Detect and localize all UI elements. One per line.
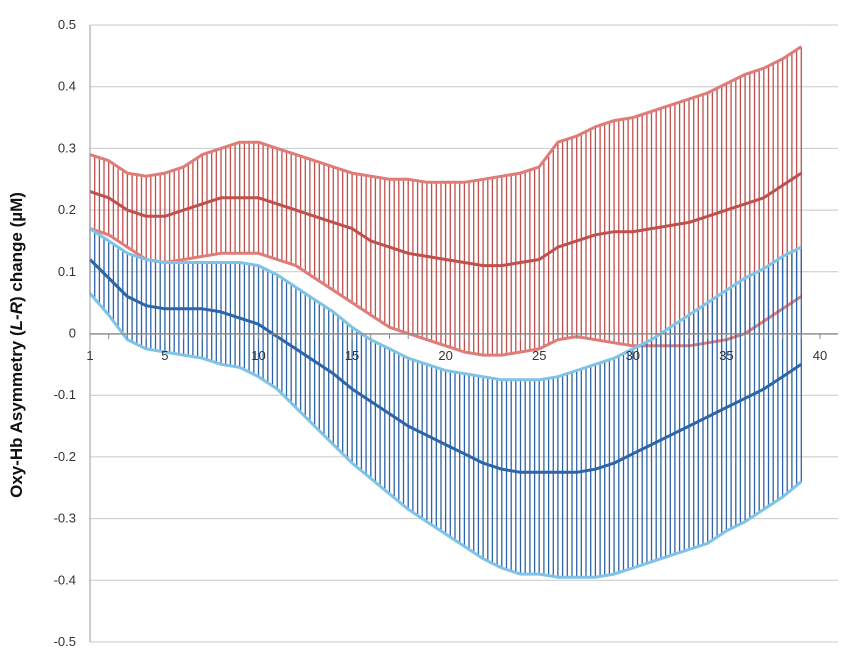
x-tick-label: 30 bbox=[626, 348, 640, 363]
y-tick-label: 0.3 bbox=[58, 140, 76, 155]
series-lines bbox=[88, 171, 803, 474]
x-tick-labels: 1 5 10 15 20 25 30 35 40 bbox=[86, 348, 827, 363]
x-tick-label: 10 bbox=[251, 348, 265, 363]
y-tick-label: -0.1 bbox=[54, 387, 76, 402]
x-tick-label: 35 bbox=[719, 348, 733, 363]
y-tick-label: 0.5 bbox=[58, 17, 76, 32]
x-tick-label: 1 bbox=[86, 348, 93, 363]
y-tick-labels: 0.5 0.4 0.3 0.2 0.1 0 -0.1 -0.2 -0.3 -0.4 -0.5 bbox=[54, 17, 76, 649]
x-tick-label: 15 bbox=[345, 348, 359, 363]
y-tick-label: -0.4 bbox=[54, 572, 76, 587]
y-tick-label: -0.3 bbox=[54, 511, 76, 526]
y-tick-label: 0 bbox=[69, 326, 76, 341]
x-tick-label: 40 bbox=[813, 348, 827, 363]
lower-bound-line bbox=[89, 227, 803, 357]
mean-line-series-1 bbox=[89, 171, 803, 268]
error-bands bbox=[88, 45, 803, 579]
y-tick-label: 0.4 bbox=[58, 79, 76, 94]
y-axis-title-part-3: ) change (µM) bbox=[7, 192, 26, 302]
y-tick-label: -0.5 bbox=[54, 634, 76, 649]
x-tick-label: 20 bbox=[438, 348, 452, 363]
upper-bound-line bbox=[89, 45, 803, 184]
y-tick-label: -0.2 bbox=[54, 449, 76, 464]
y-tick-label: 0.1 bbox=[58, 264, 76, 279]
y-axis-title: Oxy-Hb Asymmetry (L-R) change (µM) bbox=[7, 192, 26, 498]
mean-line-series-2 bbox=[88, 258, 803, 474]
upper-bound-line bbox=[89, 227, 802, 382]
lower-bound-line bbox=[88, 292, 803, 579]
y-axis-title-part-1: Oxy-Hb Asymmetry ( bbox=[7, 330, 26, 498]
y-axis-title-italic: L-R bbox=[7, 301, 26, 330]
axes bbox=[89, 25, 838, 642]
x-tick-label: 5 bbox=[161, 348, 168, 363]
x-tick-label: 25 bbox=[532, 348, 546, 363]
y-tick-label: 0.2 bbox=[58, 202, 76, 217]
